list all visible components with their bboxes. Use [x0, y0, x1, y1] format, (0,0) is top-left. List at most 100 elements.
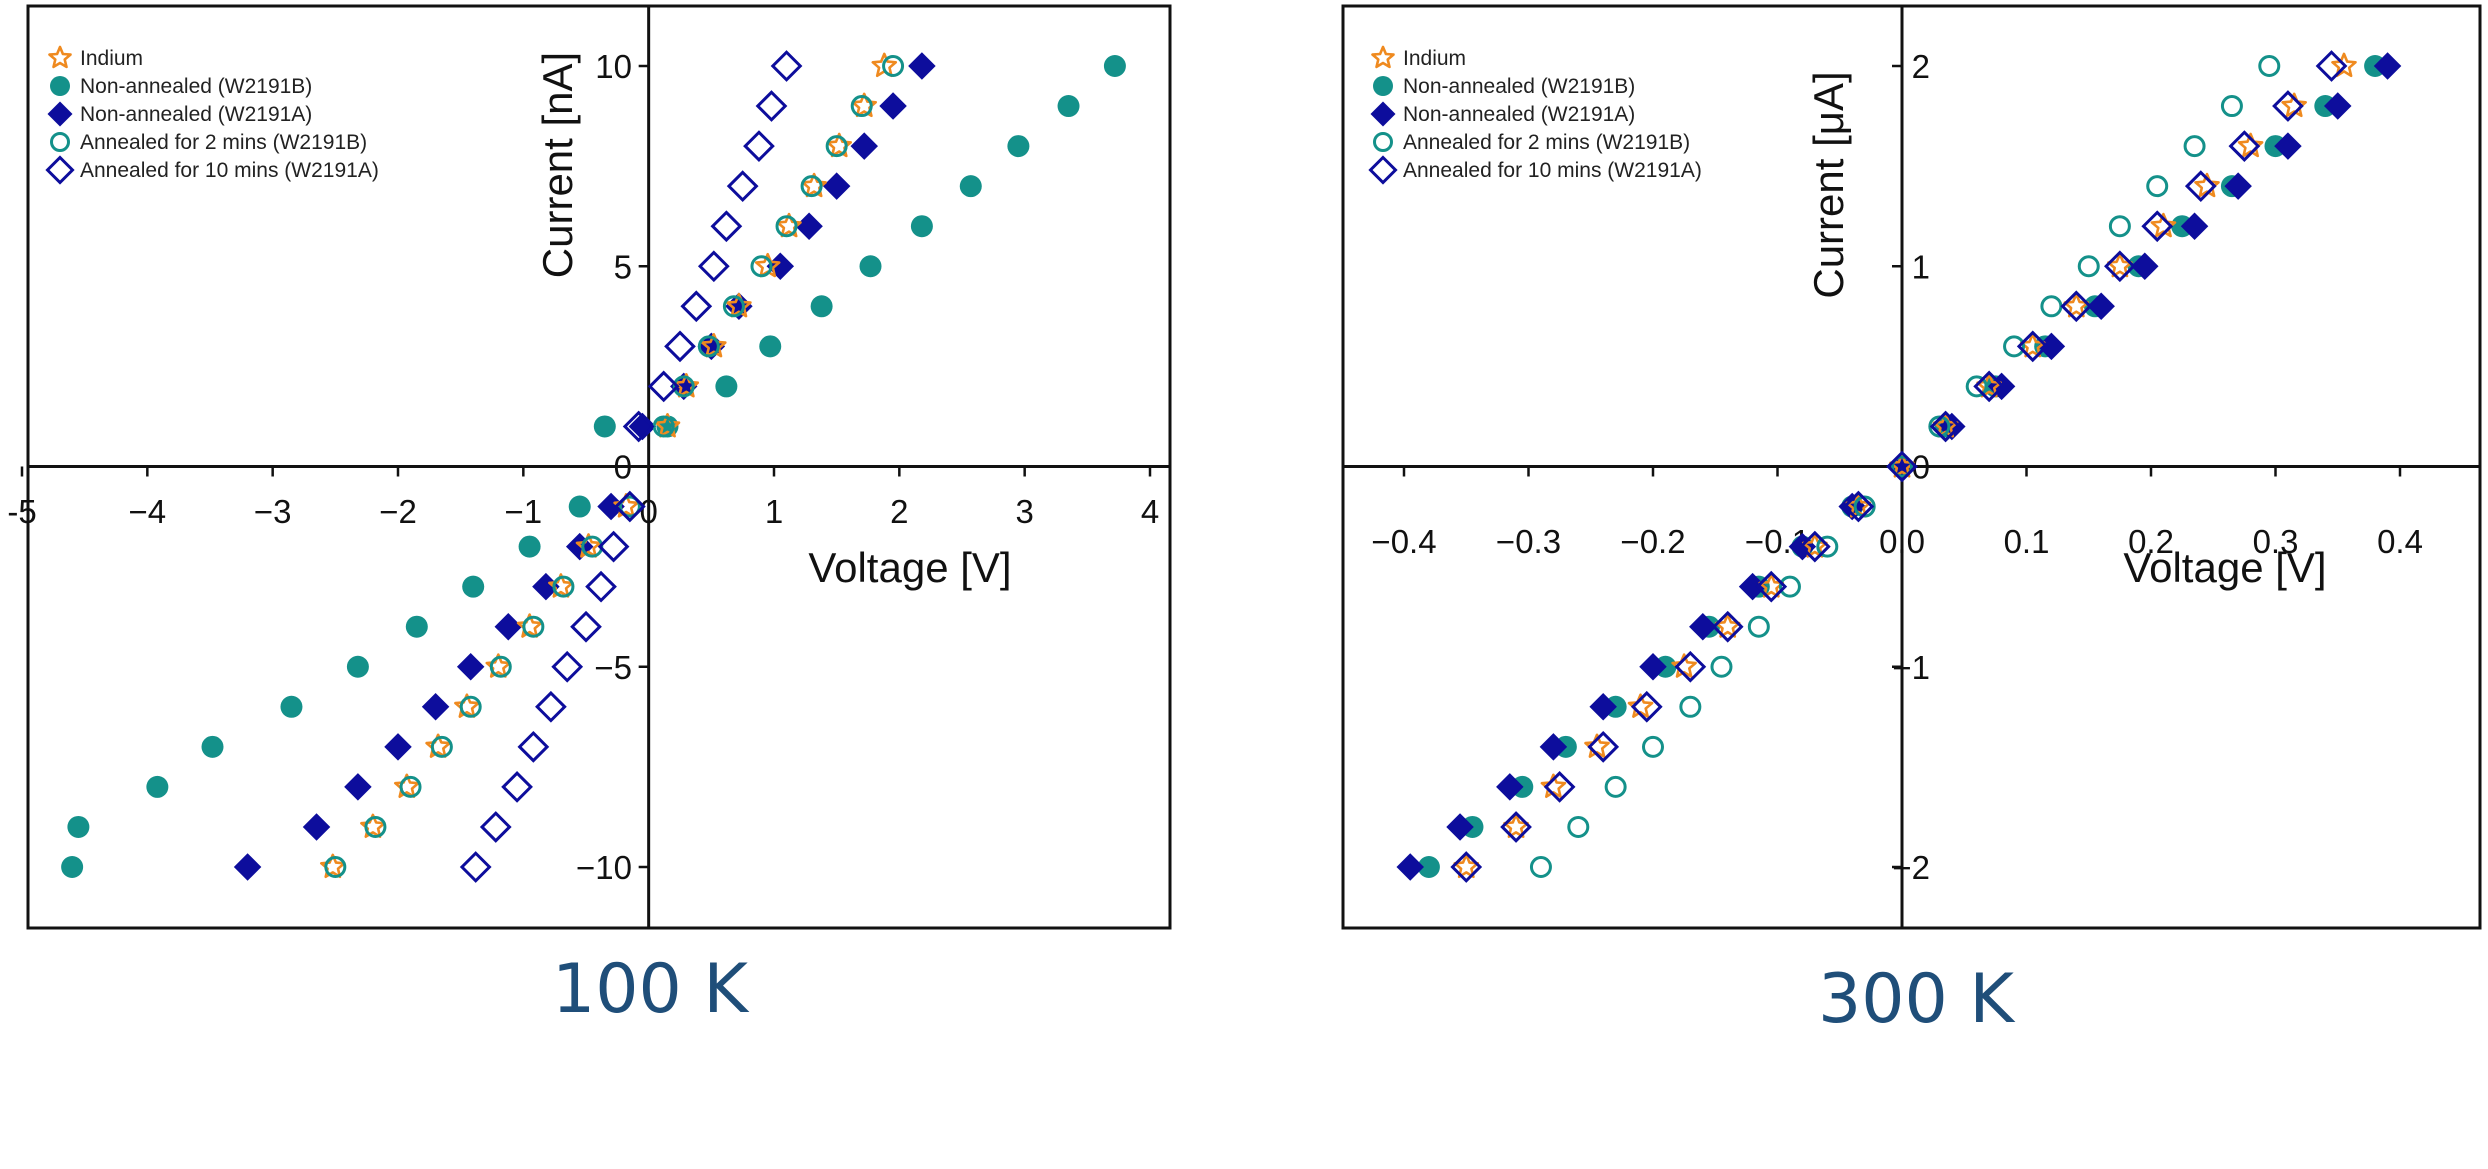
- data-point: [1496, 773, 1524, 801]
- data-point: [697, 335, 720, 358]
- data-point: [280, 695, 303, 718]
- y-tick-label: 1: [1912, 248, 1930, 285]
- y-axis-title: Current [nA]: [534, 52, 581, 278]
- x-axis-title: Voltage [V]: [808, 544, 1011, 591]
- data-point: [1396, 853, 1424, 881]
- data-point: [1500, 811, 1532, 843]
- data-point: [1798, 530, 1831, 563]
- data-point: [459, 695, 482, 718]
- data-point: [882, 55, 905, 77]
- data-point: [801, 172, 827, 198]
- legend-label: Non-annealed (W2191A): [80, 103, 312, 126]
- x-tick-label: −4: [129, 493, 167, 530]
- data-point: [850, 95, 873, 118]
- data-point: [462, 575, 485, 598]
- data-point: [552, 575, 575, 598]
- data-point: [1738, 572, 1767, 601]
- data-point: [430, 735, 453, 758]
- legend-marker-indium: [1371, 45, 1395, 69]
- data-point: [613, 490, 646, 523]
- data-point: [647, 370, 680, 403]
- x-tick-label: 0.4: [2377, 523, 2423, 560]
- y-tick-label: 2: [1912, 48, 1930, 85]
- data-point: [1630, 690, 1663, 723]
- data-point: [2087, 292, 2115, 321]
- data-point: [618, 495, 641, 518]
- data-point: [1007, 135, 1030, 158]
- legend-marker-non-annealed-w2191a: [47, 101, 73, 127]
- data-point: [672, 375, 695, 398]
- data-point: [1567, 815, 1590, 838]
- legend-label: Annealed for 10 mins (W2191A): [1403, 159, 1702, 182]
- x-tick-label: 2: [890, 493, 908, 530]
- data-point: [2331, 52, 2357, 78]
- data-point: [825, 135, 848, 158]
- legend-label: Indium: [1403, 47, 1466, 70]
- data-point: [1446, 813, 1474, 841]
- data-point: [399, 775, 422, 798]
- data-point: [2146, 175, 2169, 198]
- data-point: [822, 172, 851, 200]
- data-point: [1539, 733, 1568, 761]
- data-point: [518, 535, 541, 558]
- data-point: [405, 615, 428, 638]
- data-point: [628, 412, 657, 441]
- series-annealed-for-2-mins-w2191b: [324, 55, 905, 878]
- legend-label: Annealed for 10 mins (W2191A): [80, 159, 379, 182]
- data-point: [776, 212, 802, 238]
- y-tick-label: −1: [1892, 649, 1930, 686]
- data-point: [2141, 210, 2174, 243]
- data-point: [2016, 330, 2049, 363]
- data-point: [421, 693, 450, 721]
- data-point: [2224, 172, 2252, 200]
- data-point: [722, 295, 745, 318]
- data-point: [697, 250, 730, 283]
- y-tick-label: 0: [614, 449, 632, 486]
- series-annealed-for-10-mins-w2191a: [1450, 50, 2348, 883]
- data-point: [1689, 612, 1717, 641]
- data-point: [2150, 212, 2177, 238]
- data-point: [479, 811, 512, 843]
- legend-label: Annealed for 2 mins (W2191B): [80, 131, 367, 154]
- data-point: [61, 856, 84, 878]
- x-tick-label: 0.1: [2004, 523, 2050, 560]
- x-tick-label: −2: [379, 493, 417, 530]
- data-point: [2315, 50, 2348, 82]
- data-point: [570, 610, 602, 643]
- series-indium: [319, 52, 898, 879]
- data-point: [2104, 250, 2136, 283]
- data-point: [910, 215, 933, 238]
- data-point: [494, 612, 523, 641]
- data-point: [879, 92, 907, 120]
- y-tick-label: 10: [595, 48, 632, 85]
- data-point: [680, 290, 713, 323]
- data-point: [710, 210, 743, 243]
- x-tick-label: −0.2: [1620, 523, 1685, 560]
- data-point: [2180, 212, 2209, 240]
- data-point: [517, 730, 550, 763]
- legend-marker-annealed-for-2-mins-w2191b: [50, 132, 70, 152]
- x-tick-label: −3: [254, 493, 292, 530]
- data-point: [759, 335, 782, 358]
- data-point: [770, 50, 803, 82]
- data-point: [755, 90, 788, 122]
- data-point: [1417, 856, 1440, 878]
- data-point: [364, 815, 387, 838]
- data-point: [664, 330, 696, 363]
- data-point: [795, 212, 823, 240]
- data-point: [597, 492, 625, 521]
- data-point: [1450, 851, 1483, 883]
- data-point: [532, 572, 560, 601]
- data-point: [1886, 450, 1918, 483]
- data-point: [2258, 55, 2281, 77]
- data-point: [1710, 655, 1733, 678]
- data-point: [324, 856, 347, 878]
- x-tick-label: 3: [1015, 493, 1033, 530]
- data-point: [1929, 410, 1962, 443]
- data-point: [2040, 295, 2063, 318]
- legend-label: Indium: [80, 47, 143, 70]
- data-point: [485, 653, 512, 678]
- x-axis-title: Voltage [V]: [2123, 544, 2326, 591]
- x-tick-label: -5: [7, 493, 36, 530]
